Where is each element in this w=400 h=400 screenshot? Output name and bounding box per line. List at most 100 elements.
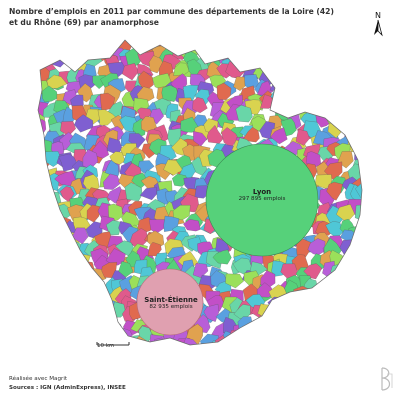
- commune-polygon: [298, 92, 318, 110]
- commune-polygon: [103, 319, 122, 338]
- commune-polygon: [86, 40, 103, 46]
- commune-polygon: [364, 192, 381, 211]
- commune-polygon: [38, 51, 43, 68]
- commune-polygon: [38, 217, 44, 234]
- commune-polygon: [103, 173, 121, 190]
- commune-polygon: [74, 304, 91, 323]
- commune-polygon: [38, 312, 48, 328]
- north-label: N: [375, 11, 381, 20]
- commune-polygon: [105, 248, 126, 266]
- commune-polygon: [321, 86, 336, 105]
- commune-polygon: [340, 273, 354, 291]
- commune-polygon: [290, 57, 310, 76]
- commune-polygon: [225, 273, 244, 289]
- commune-polygon: [350, 244, 362, 262]
- commune-polygon: [297, 71, 313, 87]
- commune-polygon: [306, 334, 320, 345]
- commune-polygon: [247, 40, 265, 49]
- commune-polygon: [307, 342, 328, 345]
- commune-polygon: [82, 277, 99, 295]
- commune-polygon: [38, 326, 51, 343]
- commune-polygon: [312, 293, 332, 312]
- commune-polygon: [366, 345, 384, 362]
- commune-polygon: [180, 116, 200, 133]
- commune-polygon: [325, 55, 345, 72]
- commune-polygon: [193, 40, 209, 51]
- commune-polygon: [260, 314, 281, 330]
- commune-polygon: [218, 41, 234, 61]
- commune-polygon: [364, 296, 379, 316]
- commune-polygon: [349, 92, 362, 109]
- commune-polygon: [38, 50, 52, 67]
- commune-polygon: [355, 182, 362, 201]
- commune-polygon: [317, 326, 334, 342]
- commune-polygon: [337, 40, 353, 48]
- commune-polygon: [330, 281, 351, 299]
- commune-polygon: [334, 52, 354, 68]
- commune-polygon: [318, 277, 338, 292]
- commune-polygon: [99, 92, 116, 111]
- commune-polygon: [346, 40, 361, 47]
- commune-polygon: [260, 270, 276, 287]
- commune-polygon: [303, 263, 322, 280]
- commune-polygon: [308, 72, 323, 90]
- commune-polygon: [346, 307, 362, 321]
- commune-polygon: [298, 323, 314, 341]
- commune-polygon: [323, 288, 341, 308]
- commune-polygon: [80, 44, 98, 61]
- commune-polygon: [268, 47, 282, 64]
- commune-polygon: [314, 174, 333, 189]
- commune-polygon: [38, 213, 54, 232]
- commune-polygon: [343, 324, 362, 340]
- commune-polygon: [337, 321, 354, 342]
- commune-polygon: [122, 63, 139, 81]
- commune-polygon: [358, 309, 362, 328]
- commune-polygon: [200, 333, 219, 345]
- commune-polygon: [350, 286, 362, 303]
- commune-polygon: [285, 333, 304, 345]
- commune-polygon: [56, 300, 72, 316]
- commune-polygon: [269, 301, 284, 316]
- commune-polygon: [303, 40, 320, 59]
- commune-polygon: [212, 249, 232, 265]
- commune-polygon: [357, 222, 362, 241]
- commune-polygon: [248, 336, 266, 345]
- commune-polygon: [281, 40, 296, 45]
- commune-polygon: [75, 331, 94, 345]
- commune-polygon: [43, 238, 63, 256]
- commune-polygon: [334, 45, 354, 65]
- commune-polygon: [193, 131, 208, 147]
- commune-polygon: [337, 79, 356, 98]
- commune-polygon: [38, 162, 42, 179]
- commune-polygon: [364, 258, 378, 276]
- commune-polygon: [285, 299, 305, 316]
- commune-polygon: [257, 303, 273, 322]
- lyon-name: Lyon: [252, 188, 272, 196]
- commune-polygon: [285, 342, 304, 345]
- commune-polygon: [220, 40, 237, 50]
- map-title-line2: et du Rhône (69) par anamorphose: [9, 17, 159, 27]
- commune-polygon: [124, 182, 143, 202]
- commune-polygon: [48, 248, 65, 264]
- commune-polygon: [310, 40, 327, 45]
- commune-polygon: [173, 40, 191, 44]
- commune-polygon: [46, 74, 68, 89]
- commune-polygon: [360, 280, 362, 295]
- commune-polygon: [307, 60, 326, 79]
- credits: Réalisée avec Magrit Sources : IGN (Admi…: [9, 375, 126, 393]
- commune-polygon: [361, 139, 362, 159]
- commune-polygon: [89, 299, 110, 320]
- map-title-line1: Nombre d’emplois en 2011 par commune des…: [9, 7, 334, 16]
- commune-polygon: [192, 97, 208, 114]
- commune-polygon: [38, 174, 50, 193]
- commune-polygon: [323, 319, 339, 336]
- commune-polygon: [69, 273, 88, 291]
- commune-polygon: [173, 62, 190, 76]
- commune-polygon: [290, 348, 306, 361]
- commune-polygon: [184, 40, 198, 50]
- north-arrow-icon: N: [374, 11, 383, 37]
- commune-polygon: [235, 104, 253, 123]
- commune-polygon: [168, 344, 183, 345]
- commune-polygon: [38, 297, 49, 314]
